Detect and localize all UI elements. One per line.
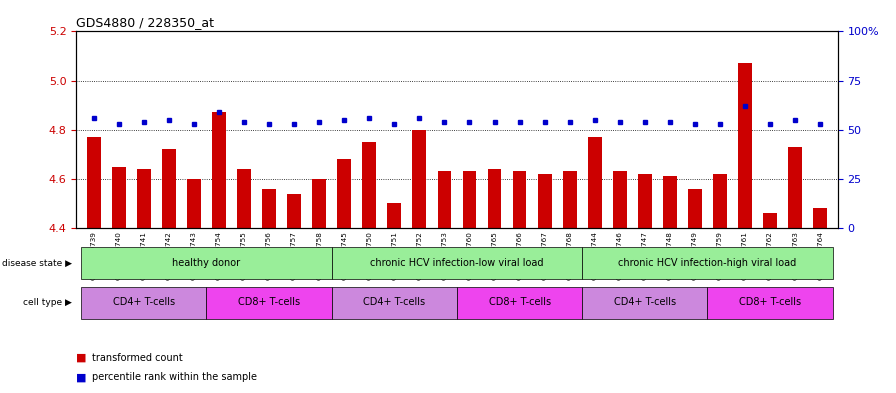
Bar <box>457 287 582 318</box>
Text: CD8+ T-cells: CD8+ T-cells <box>488 297 551 307</box>
Text: disease state ▶: disease state ▶ <box>2 259 72 268</box>
Bar <box>337 159 351 228</box>
Bar <box>82 248 332 279</box>
Bar <box>538 174 552 228</box>
Bar <box>82 287 206 318</box>
Bar <box>387 204 401 228</box>
Text: ■: ■ <box>76 353 87 363</box>
Bar <box>212 112 226 228</box>
Text: cell type ▶: cell type ▶ <box>22 298 72 307</box>
Text: chronic HCV infection-high viral load: chronic HCV infection-high viral load <box>618 257 797 268</box>
Bar <box>763 213 777 228</box>
Bar <box>313 179 326 228</box>
Text: CD4+ T-cells: CD4+ T-cells <box>113 297 175 307</box>
Bar <box>437 171 452 228</box>
Bar <box>162 149 176 228</box>
Bar <box>487 169 502 228</box>
Bar <box>513 171 527 228</box>
Text: percentile rank within the sample: percentile rank within the sample <box>92 372 257 382</box>
Bar <box>187 179 201 228</box>
Bar <box>288 194 301 228</box>
Text: CD4+ T-cells: CD4+ T-cells <box>614 297 676 307</box>
Bar <box>688 189 702 228</box>
Text: chronic HCV infection-low viral load: chronic HCV infection-low viral load <box>370 257 544 268</box>
Bar <box>412 130 426 228</box>
Bar <box>814 208 827 228</box>
Bar <box>663 176 676 228</box>
Text: healthy donor: healthy donor <box>172 257 240 268</box>
Bar <box>237 169 251 228</box>
Bar <box>332 248 582 279</box>
Bar <box>362 142 376 228</box>
Bar <box>713 174 727 228</box>
Bar <box>263 189 276 228</box>
Bar <box>638 174 651 228</box>
Bar <box>738 63 752 228</box>
Bar <box>582 248 832 279</box>
Text: CD4+ T-cells: CD4+ T-cells <box>363 297 426 307</box>
Bar <box>332 287 457 318</box>
Text: CD8+ T-cells: CD8+ T-cells <box>238 297 300 307</box>
Bar <box>462 171 477 228</box>
Text: transformed count: transformed count <box>92 353 183 363</box>
Bar <box>582 287 708 318</box>
Bar <box>87 137 100 228</box>
Bar <box>206 287 332 318</box>
Text: GDS4880 / 228350_at: GDS4880 / 228350_at <box>76 16 214 29</box>
Bar <box>613 171 626 228</box>
Bar <box>788 147 802 228</box>
Text: CD8+ T-cells: CD8+ T-cells <box>739 297 801 307</box>
Bar <box>112 167 125 228</box>
Bar <box>563 171 577 228</box>
Bar <box>137 169 151 228</box>
Bar <box>708 287 832 318</box>
Text: ■: ■ <box>76 372 87 382</box>
Bar <box>588 137 601 228</box>
